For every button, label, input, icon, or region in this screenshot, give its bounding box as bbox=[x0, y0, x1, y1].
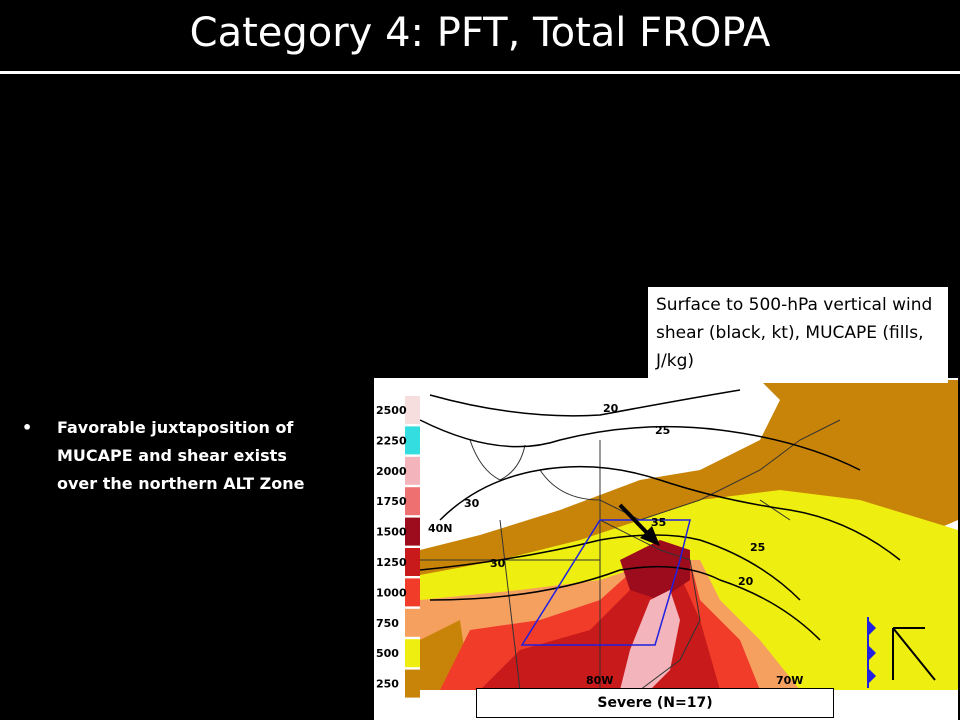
bullet-dot: • bbox=[22, 418, 33, 437]
colorbar-label: 2000 bbox=[376, 465, 407, 478]
map-label: 20 bbox=[603, 402, 619, 415]
colorbar-swatch bbox=[405, 487, 420, 516]
panel-label: Severe (N=17) bbox=[476, 688, 834, 718]
colorbar-label: 1500 bbox=[376, 526, 407, 539]
map-label: 20 bbox=[738, 575, 754, 588]
colorbar-swatch bbox=[405, 669, 420, 698]
colorbar-label: 1000 bbox=[376, 586, 407, 599]
colorbar-label: 2500 bbox=[376, 404, 407, 417]
map-label: 80W bbox=[586, 674, 613, 687]
colorbar-swatch bbox=[405, 548, 420, 576]
map-label: 25 bbox=[750, 541, 765, 554]
colorbar-swatch bbox=[405, 456, 420, 485]
colorbar-label: 500 bbox=[376, 647, 399, 660]
colorbar-label: 750 bbox=[376, 617, 399, 630]
colorbar-label: 2250 bbox=[376, 434, 407, 447]
map-label: 30 bbox=[464, 497, 480, 510]
colorbar-swatch bbox=[405, 396, 420, 424]
bullet-text: Favorable juxtaposition of MUCAPE and sh… bbox=[57, 418, 305, 493]
map-figure: 2500 2250 2000 1750 1500 1250 1000 750 500 250 20 2… bbox=[374, 378, 958, 720]
map-label: 40N bbox=[428, 522, 453, 535]
slide-title: Category 4: PFT, Total FROPA bbox=[189, 10, 771, 56]
colorbar-swatch bbox=[405, 639, 420, 668]
colorbar-swatch bbox=[405, 517, 420, 546]
map-label: 30 bbox=[490, 557, 506, 570]
colorbar-label: 1750 bbox=[376, 495, 407, 508]
colorbar-swatch bbox=[405, 426, 420, 455]
map-label: 25 bbox=[655, 424, 670, 437]
map-label: 35 bbox=[651, 516, 666, 529]
colorbar-label: 250 bbox=[376, 678, 399, 691]
colorbar-swatch bbox=[405, 608, 420, 637]
title-rule bbox=[0, 71, 960, 74]
colorbar-label: 1250 bbox=[376, 556, 407, 569]
figure-caption: Surface to 500-hPa vertical wind shear (… bbox=[648, 287, 948, 383]
map-label: 70W bbox=[776, 674, 803, 687]
colorbar-swatch bbox=[405, 578, 420, 607]
bullet-item: • Favorable juxtaposition of MUCAPE and s… bbox=[22, 414, 322, 498]
